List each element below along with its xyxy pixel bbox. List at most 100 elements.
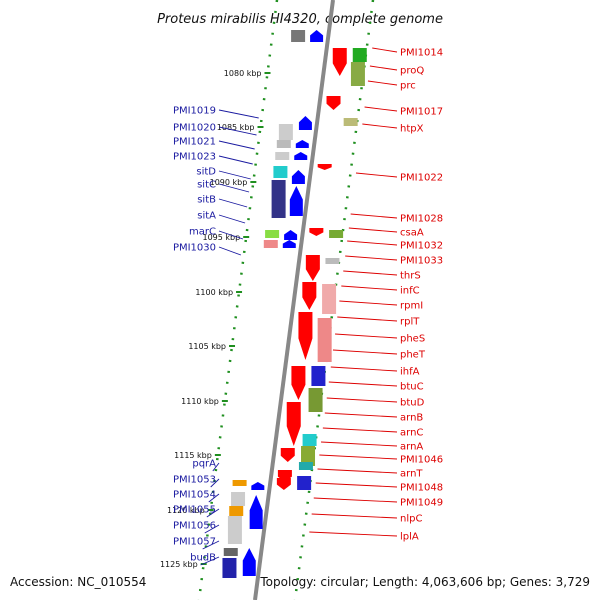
gene-label: pqrA xyxy=(192,459,216,470)
kbp-tick-label: 1110 kbp xyxy=(181,397,219,406)
kbp-scale: 1080 kbp 1085 kbp 1090 kbp 1095 kbp 1100 kbp… xyxy=(160,69,271,569)
gene-label-leader xyxy=(345,255,398,261)
gene-label-leader xyxy=(343,270,398,276)
reverse-gene-arrow xyxy=(295,140,309,148)
reverse-strand-gene-labels: PMI1019 PMI1020 PMI1021 PMI1023 sitD sitC sitB… xyxy=(173,106,259,566)
reverse-gene-arrow xyxy=(289,186,303,216)
forward-gene-arrow xyxy=(298,312,313,360)
gene-label: arnC xyxy=(400,428,423,439)
reverse-gene-arrow xyxy=(291,170,305,184)
gene-label: PMI1055 xyxy=(173,505,216,516)
gene-label: proQ xyxy=(400,66,424,77)
kbp-tick-label: 1115 kbp xyxy=(174,451,212,460)
gene-label-leader xyxy=(218,126,257,136)
reverse-gene-arrow xyxy=(298,116,312,130)
reverse-gene-block xyxy=(276,140,291,148)
gene-label-leader xyxy=(309,531,398,537)
gene-label-leader xyxy=(337,316,398,322)
forward-gene-block xyxy=(298,462,313,470)
forward-gene-block xyxy=(301,446,316,466)
left-track-rule xyxy=(197,0,279,600)
gene-label-leader xyxy=(313,497,398,503)
gene-label-leader xyxy=(355,172,398,178)
kbp-tick-label: 1100 kbp xyxy=(195,288,233,297)
forward-gene-block xyxy=(302,434,317,446)
kbp-tick-label: 1095 kbp xyxy=(202,233,240,242)
gene-label: PMI1057 xyxy=(173,537,216,548)
gene-label-leader xyxy=(324,412,398,418)
reverse-gene-block xyxy=(229,506,244,516)
reverse-gene-block xyxy=(263,240,278,248)
forward-gene-arrow xyxy=(291,366,306,400)
gene-label-leader xyxy=(367,80,398,86)
forward-gene-arrow xyxy=(317,164,332,170)
gene-label-leader xyxy=(341,285,398,291)
gene-label: PMI1056 xyxy=(173,521,216,532)
reverse-gene-block xyxy=(271,180,286,218)
gene-label-leader xyxy=(218,214,246,224)
kbp-tick-label: 1085 kbp xyxy=(217,123,255,132)
gene-label-leader xyxy=(339,300,398,306)
gene-label-leader xyxy=(317,468,398,474)
reverse-gene-arrow xyxy=(294,152,308,160)
forward-gene-arrow xyxy=(332,48,347,76)
gene-label: lplA xyxy=(400,532,419,543)
map-title: Proteus mirabilis HI4320, complete genom… xyxy=(157,12,443,27)
gene-label-leader xyxy=(200,556,220,566)
reverse-gene-arrow xyxy=(282,240,296,248)
gene-label: PMI1028 xyxy=(400,214,443,225)
reverse-gene-arrow xyxy=(284,230,298,240)
reverse-gene-block xyxy=(222,558,237,578)
gene-features xyxy=(222,30,367,578)
gene-label-leader xyxy=(364,106,398,112)
gene-label-leader xyxy=(369,65,398,71)
backbone-line xyxy=(253,0,335,600)
gene-label-leader xyxy=(315,482,398,488)
gene-label: budB xyxy=(190,553,216,564)
gene-label-leader xyxy=(208,493,220,503)
forward-gene-block xyxy=(297,476,312,490)
gene-label-leader xyxy=(311,513,398,519)
topology-text: Topology: circular; Length: 4,063,606 bp… xyxy=(259,575,590,589)
reverse-gene-arrow xyxy=(249,495,263,529)
gene-label-leader xyxy=(218,170,251,180)
reverse-gene-block xyxy=(291,30,306,42)
forward-gene-arrow xyxy=(305,255,320,281)
gene-label-leader xyxy=(326,397,398,403)
reverse-gene-block xyxy=(231,492,246,506)
reverse-gene-block xyxy=(273,166,288,178)
gene-label: thrS xyxy=(400,271,421,282)
gene-label: rpmI xyxy=(400,301,423,312)
gene-label-leader xyxy=(322,427,398,433)
gene-label-leader xyxy=(372,47,398,53)
gene-label: htpX xyxy=(400,124,424,135)
forward-gene-arrow xyxy=(276,478,291,490)
gene-label: sitB xyxy=(197,195,216,206)
gene-label: PMI1054 xyxy=(173,490,216,501)
gene-label: PMI1014 xyxy=(400,48,443,59)
gene-label: sitA xyxy=(197,211,216,222)
gene-label: PMI1053 xyxy=(173,475,216,486)
gene-label: pheT xyxy=(400,350,426,361)
gene-label: btuC xyxy=(400,382,424,393)
reverse-gene-block xyxy=(278,124,293,140)
gene-label: PMI1030 xyxy=(173,243,216,254)
forward-gene-block xyxy=(322,284,337,314)
gene-label-leader xyxy=(218,183,250,193)
gene-label-leader xyxy=(328,381,398,387)
forward-gene-block xyxy=(343,118,358,126)
gene-label-leader xyxy=(348,227,398,233)
gene-label: btuD xyxy=(400,398,425,409)
forward-gene-arrow xyxy=(302,282,317,310)
gene-label-leader xyxy=(212,462,220,472)
gene-label-leader xyxy=(204,524,220,534)
gene-label-leader xyxy=(218,198,248,208)
reverse-gene-arrow xyxy=(242,548,256,576)
forward-gene-block xyxy=(350,62,365,86)
gene-label: PMI1020 xyxy=(173,123,216,134)
gene-label: arnB xyxy=(400,413,423,424)
gene-label-leader xyxy=(218,109,259,119)
gene-label: PMI1017 xyxy=(400,107,443,118)
gene-label: PMI1023 xyxy=(173,152,216,163)
